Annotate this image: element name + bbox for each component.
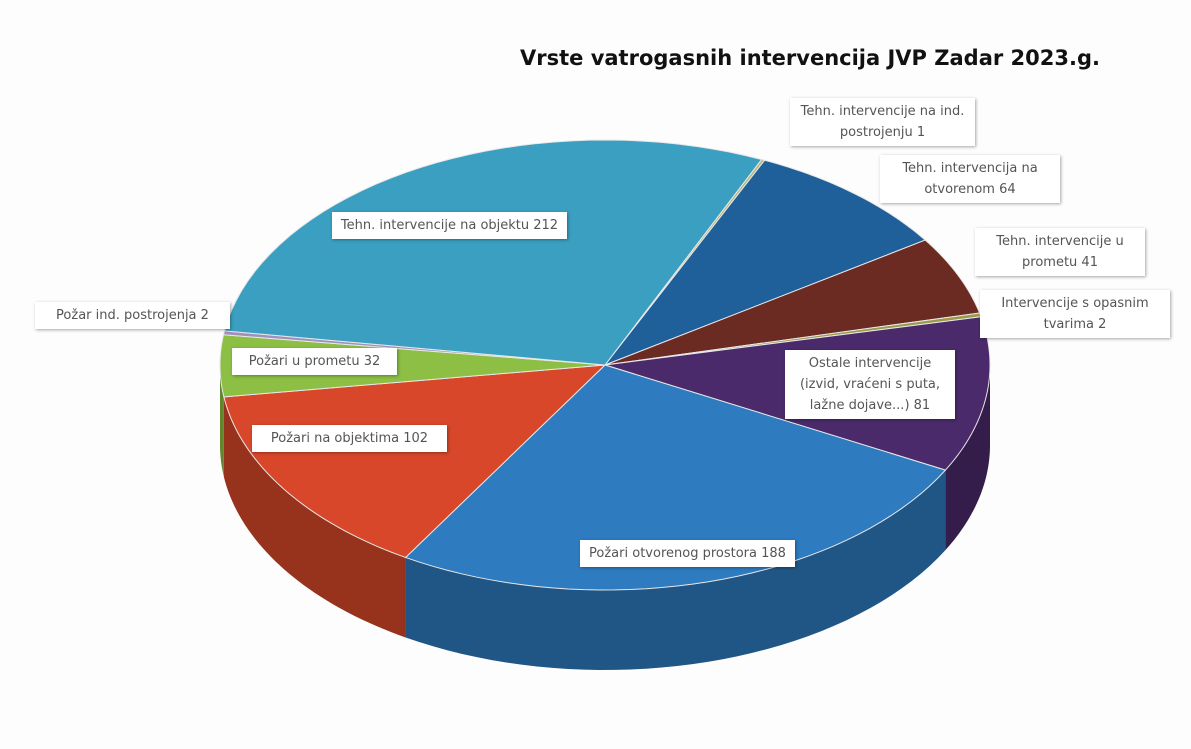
data-label: Požari na objektima 102 — [252, 425, 447, 452]
label-category: Intervencije s opasnim tvarima — [1001, 296, 1149, 332]
data-label: Tehn. intervencija na otvorenom 64 — [880, 155, 1060, 203]
slice — [404, 364, 947, 591]
label-value: 2 — [1098, 317, 1107, 332]
label-value: 64 — [999, 182, 1016, 197]
label-value: 2 — [200, 308, 209, 323]
label-category: Tehn. intervencije na ind. postrojenju — [800, 104, 965, 140]
slice — [223, 139, 763, 366]
label-value: 102 — [403, 431, 429, 446]
slice-side — [405, 470, 946, 670]
label-value: 32 — [363, 354, 381, 369]
label-value: 81 — [913, 398, 931, 413]
label-value: 188 — [761, 546, 786, 561]
data-label: Požar ind. postrojenja 2 — [35, 302, 230, 329]
slice-side — [223, 396, 406, 638]
label-category: Tehn. intervencija na otvorenom — [902, 161, 1038, 197]
chart-title: Vrste vatrogasnih intervencija JVP Zadar… — [520, 46, 1100, 70]
data-label: Tehn. intervencije na objektu 212 — [332, 212, 567, 239]
data-label: Ostale intervencije (izvid, vraćeni s pu… — [785, 350, 955, 419]
label-value: 41 — [1081, 255, 1098, 270]
label-category: Ostale intervencije (izvid, vraćeni s pu… — [799, 356, 941, 413]
data-label: Požari u prometu 32 — [232, 348, 397, 375]
slice — [223, 364, 607, 559]
data-label: Požari otvorenog prostora 188 — [580, 540, 795, 567]
label-value: 1 — [916, 125, 926, 140]
data-label: Tehn. intervencije u prometu 41 — [975, 228, 1145, 276]
label-category: Požar ind. postrojenja — [56, 308, 197, 323]
slice — [604, 239, 981, 366]
label-category: Požari na objektima — [270, 431, 400, 446]
label-category: Požari otvorenog prostora — [589, 546, 757, 561]
data-label: Tehn. intervencije na ind. postrojenju 1 — [790, 98, 975, 146]
slice — [603, 159, 927, 367]
slice-side — [945, 365, 990, 551]
label-category: Tehn. intervencije u prometu — [996, 234, 1124, 270]
label-value: 212 — [533, 218, 559, 233]
label-category: Požari u prometu — [248, 354, 360, 369]
data-label: Intervencije s opasnim tvarima 2 — [980, 290, 1170, 338]
label-category: Tehn. intervencije na objektu — [340, 218, 530, 233]
